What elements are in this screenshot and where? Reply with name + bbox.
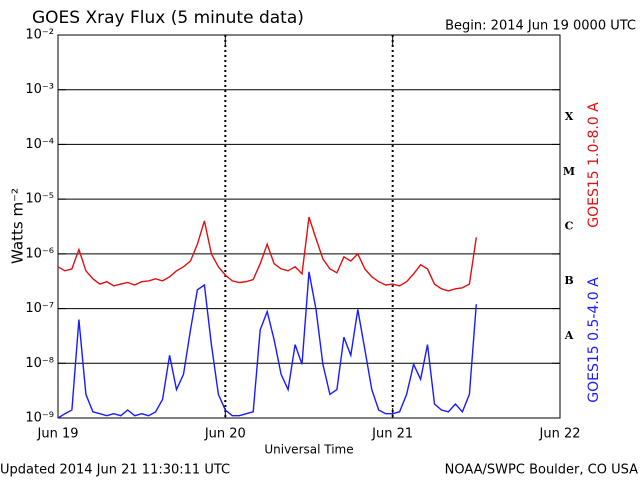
x-tick-label: Jun 20: [204, 427, 246, 442]
chart-subtitle: Begin: 2014 Jun 19 0000 UTC: [445, 19, 636, 34]
y-tick-label: 10⁻²: [25, 28, 54, 43]
y-tick-label: 10⁻⁷: [25, 301, 54, 316]
footer-right: NOAA/SWPC Boulder, CO USA: [445, 463, 638, 478]
flare-class-label: X: [565, 110, 574, 123]
plot-frame: [57, 34, 561, 419]
y-axis-label: Watts m⁻²: [9, 188, 27, 264]
x-tick-label: Jun 21: [371, 427, 413, 442]
legend-entry: GOES15 0.5-4.0 A: [586, 277, 602, 403]
x-tick-label: Jun 19: [37, 427, 79, 442]
y-tick-label: 10⁻⁶: [25, 246, 54, 261]
y-tick-label: 10⁻⁵: [25, 192, 54, 207]
footer-left: Updated 2014 Jun 21 11:30:11 UTC: [0, 463, 230, 478]
series-line: [57, 271, 477, 419]
x-tick-label: Jun 22: [539, 427, 581, 442]
x-axis-label: Universal Time: [264, 443, 353, 457]
y-tick-label: 10⁻³: [25, 82, 54, 97]
flare-class-label: C: [565, 220, 574, 233]
flare-class-label: A: [564, 329, 574, 342]
flare-class-label: M: [563, 165, 575, 178]
y-tick-label: 10⁻⁸: [25, 356, 54, 371]
y-tick-label: 10⁻⁴: [25, 137, 54, 152]
legend-entry: GOES15 1.0-8.0 A: [586, 102, 602, 228]
series-line: [57, 216, 477, 292]
chart-title: GOES Xray Flux (5 minute data): [32, 8, 304, 28]
flare-class-label: B: [564, 274, 573, 287]
y-tick-label: 10⁻⁹: [25, 411, 54, 426]
